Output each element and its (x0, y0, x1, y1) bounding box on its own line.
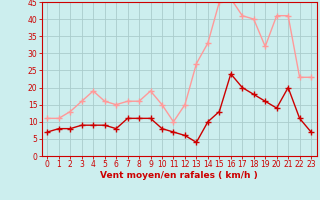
X-axis label: Vent moyen/en rafales ( km/h ): Vent moyen/en rafales ( km/h ) (100, 171, 258, 180)
